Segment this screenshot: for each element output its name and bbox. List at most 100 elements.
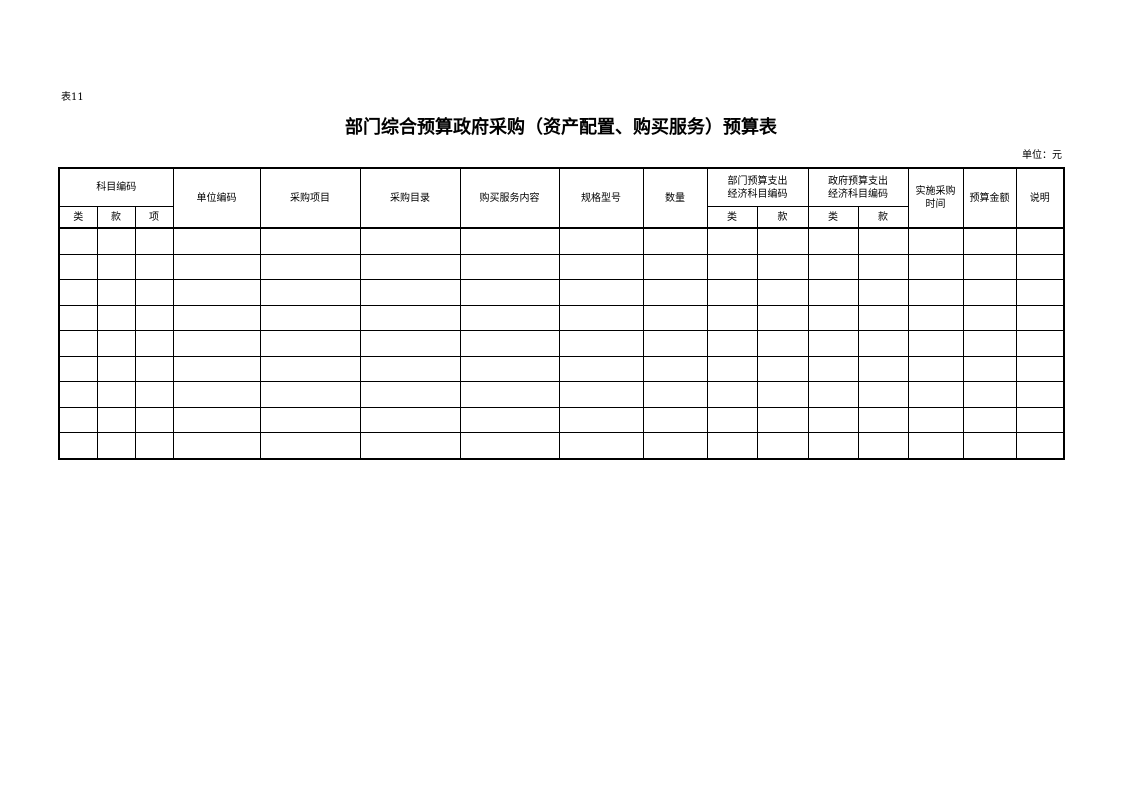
table-cell[interactable] [558, 279, 644, 306]
table-cell[interactable] [459, 432, 560, 459]
table-cell[interactable] [459, 330, 560, 357]
table-cell[interactable] [459, 227, 560, 255]
table-cell[interactable] [558, 355, 644, 382]
table-cell[interactable] [134, 253, 174, 280]
table-cell[interactable] [756, 330, 809, 357]
table-cell[interactable] [359, 355, 461, 382]
table-cell[interactable] [642, 279, 708, 306]
table-cell[interactable] [1015, 381, 1065, 408]
table-cell[interactable] [807, 330, 859, 357]
table-cell[interactable] [172, 330, 261, 357]
table-cell[interactable] [907, 304, 964, 331]
table-cell[interactable] [1015, 279, 1065, 306]
table-cell[interactable] [962, 355, 1017, 382]
table-cell[interactable] [962, 279, 1017, 306]
table-cell[interactable] [58, 381, 98, 408]
table-cell[interactable] [1015, 355, 1065, 382]
table-cell[interactable] [857, 330, 909, 357]
table-cell[interactable] [706, 253, 758, 280]
table-cell[interactable] [558, 406, 644, 433]
table-cell[interactable] [962, 432, 1017, 459]
table-cell[interactable] [259, 355, 361, 382]
table-cell[interactable] [359, 304, 461, 331]
table-cell[interactable] [706, 279, 758, 306]
table-cell[interactable] [58, 279, 98, 306]
table-cell[interactable] [172, 227, 261, 255]
table-cell[interactable] [359, 279, 461, 306]
table-cell[interactable] [96, 227, 136, 255]
table-cell[interactable] [172, 279, 261, 306]
table-cell[interactable] [907, 432, 964, 459]
table-cell[interactable] [459, 304, 560, 331]
table-cell[interactable] [96, 355, 136, 382]
table-cell[interactable] [259, 253, 361, 280]
table-cell[interactable] [642, 432, 708, 459]
table-cell[interactable] [756, 279, 809, 306]
table-cell[interactable] [962, 406, 1017, 433]
table-cell[interactable] [459, 279, 560, 306]
table-cell[interactable] [459, 381, 560, 408]
table-cell[interactable] [459, 406, 560, 433]
table-cell[interactable] [1015, 304, 1065, 331]
table-cell[interactable] [134, 381, 174, 408]
table-cell[interactable] [58, 304, 98, 331]
table-cell[interactable] [706, 227, 758, 255]
table-cell[interactable] [134, 355, 174, 382]
table-cell[interactable] [907, 253, 964, 280]
table-cell[interactable] [962, 227, 1017, 255]
table-cell[interactable] [807, 432, 859, 459]
table-cell[interactable] [172, 355, 261, 382]
table-cell[interactable] [359, 381, 461, 408]
table-cell[interactable] [756, 381, 809, 408]
table-cell[interactable] [706, 355, 758, 382]
table-cell[interactable] [756, 304, 809, 331]
table-cell[interactable] [706, 432, 758, 459]
table-cell[interactable] [134, 304, 174, 331]
table-cell[interactable] [807, 304, 859, 331]
table-cell[interactable] [134, 432, 174, 459]
table-cell[interactable] [558, 253, 644, 280]
table-cell[interactable] [807, 279, 859, 306]
table-cell[interactable] [58, 330, 98, 357]
table-cell[interactable] [172, 381, 261, 408]
table-cell[interactable] [756, 227, 809, 255]
table-cell[interactable] [459, 253, 560, 280]
table-cell[interactable] [1015, 406, 1065, 433]
table-cell[interactable] [857, 304, 909, 331]
table-cell[interactable] [96, 253, 136, 280]
table-cell[interactable] [172, 406, 261, 433]
table-cell[interactable] [359, 406, 461, 433]
table-cell[interactable] [58, 355, 98, 382]
table-cell[interactable] [558, 432, 644, 459]
table-cell[interactable] [459, 355, 560, 382]
table-cell[interactable] [558, 381, 644, 408]
table-cell[interactable] [259, 227, 361, 255]
table-cell[interactable] [706, 304, 758, 331]
table-cell[interactable] [962, 330, 1017, 357]
table-cell[interactable] [1015, 432, 1065, 459]
table-cell[interactable] [756, 253, 809, 280]
table-cell[interactable] [857, 279, 909, 306]
table-cell[interactable] [172, 253, 261, 280]
table-cell[interactable] [857, 227, 909, 255]
table-cell[interactable] [962, 381, 1017, 408]
table-cell[interactable] [172, 432, 261, 459]
table-cell[interactable] [857, 432, 909, 459]
table-cell[interactable] [259, 381, 361, 408]
table-cell[interactable] [642, 406, 708, 433]
table-cell[interactable] [907, 381, 964, 408]
table-cell[interactable] [907, 406, 964, 433]
table-cell[interactable] [907, 330, 964, 357]
table-cell[interactable] [58, 227, 98, 255]
table-cell[interactable] [642, 355, 708, 382]
table-cell[interactable] [359, 227, 461, 255]
table-cell[interactable] [907, 279, 964, 306]
table-cell[interactable] [134, 227, 174, 255]
table-cell[interactable] [706, 406, 758, 433]
table-cell[interactable] [58, 406, 98, 433]
table-cell[interactable] [96, 279, 136, 306]
table-cell[interactable] [359, 432, 461, 459]
table-cell[interactable] [259, 330, 361, 357]
table-cell[interactable] [857, 355, 909, 382]
table-cell[interactable] [96, 432, 136, 459]
